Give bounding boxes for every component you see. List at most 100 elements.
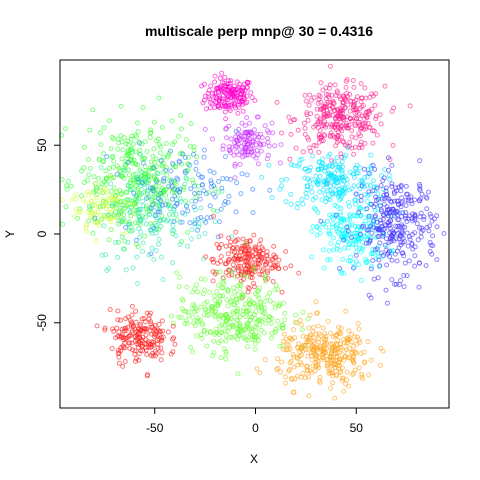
- data-point: [174, 270, 180, 276]
- data-point: [339, 181, 345, 187]
- data-point: [223, 243, 229, 249]
- data-point: [253, 303, 258, 309]
- data-point: [334, 90, 340, 96]
- data-point: [361, 223, 366, 229]
- data-point: [256, 241, 262, 247]
- data-point: [264, 294, 270, 300]
- data-point: [199, 335, 205, 341]
- data-point: [263, 253, 269, 259]
- data-point: [237, 323, 243, 328]
- data-point: [164, 172, 170, 178]
- data-point: [224, 321, 230, 327]
- data-point: [137, 234, 143, 240]
- data-point: [380, 212, 386, 218]
- data-point: [367, 235, 373, 241]
- data-point: [59, 197, 65, 203]
- data-point: [140, 198, 146, 204]
- data-point: [150, 153, 156, 159]
- data-point: [260, 310, 266, 316]
- data-point: [207, 203, 213, 209]
- data-point: [304, 334, 310, 340]
- data-point: [115, 254, 120, 260]
- data-point: [307, 312, 313, 318]
- data-point: [115, 308, 121, 314]
- data-point: [103, 252, 109, 258]
- data-point: [330, 334, 336, 340]
- data-point: [188, 236, 194, 242]
- data-point: [158, 158, 164, 164]
- data-point: [130, 141, 136, 147]
- data-point: [332, 108, 338, 114]
- data-point: [315, 210, 321, 215]
- data-point: [345, 102, 351, 108]
- data-point: [142, 185, 148, 191]
- data-point: [306, 393, 312, 399]
- data-point: [232, 161, 238, 167]
- data-point: [269, 120, 275, 126]
- data-point: [203, 254, 209, 260]
- data-point: [370, 178, 376, 184]
- data-point: [293, 145, 299, 151]
- data-point: [156, 241, 161, 247]
- data-point: [212, 79, 218, 85]
- data-point: [237, 263, 243, 269]
- data-point: [191, 151, 196, 157]
- data-point: [380, 253, 386, 258]
- data-point: [158, 223, 164, 229]
- data-point: [149, 344, 155, 350]
- data-point: [158, 335, 164, 341]
- data-point: [65, 178, 71, 184]
- data-point: [393, 223, 399, 229]
- data-point: [196, 234, 202, 240]
- data-point: [161, 178, 166, 184]
- data-point: [85, 209, 91, 215]
- data-point: [250, 264, 256, 270]
- data-point: [398, 201, 404, 207]
- data-point: [251, 256, 257, 262]
- data-point: [108, 227, 114, 233]
- data-point: [344, 341, 350, 346]
- data-point: [405, 191, 411, 197]
- data-point: [169, 179, 174, 185]
- point-cluster-12: [94, 303, 178, 379]
- data-point: [360, 376, 366, 382]
- data-point: [393, 281, 399, 287]
- data-point: [111, 158, 117, 164]
- data-point: [403, 203, 409, 208]
- data-point: [321, 178, 326, 184]
- data-point: [400, 250, 406, 256]
- data-point: [327, 99, 333, 105]
- data-point: [289, 377, 295, 382]
- data-point: [293, 319, 298, 325]
- data-point: [265, 135, 271, 141]
- data-point: [364, 232, 370, 238]
- data-point: [410, 218, 415, 224]
- data-point: [151, 146, 157, 152]
- data-point: [125, 182, 131, 188]
- data-point: [172, 139, 178, 145]
- data-point: [347, 91, 353, 97]
- data-point: [354, 94, 360, 100]
- data-point: [359, 246, 365, 252]
- data-point: [334, 88, 340, 94]
- data-point: [235, 318, 241, 324]
- data-point: [269, 335, 275, 341]
- data-point: [219, 70, 225, 76]
- data-point: [287, 156, 293, 162]
- data-point: [338, 268, 344, 274]
- data-point: [381, 175, 387, 181]
- data-point: [305, 337, 311, 343]
- data-point: [128, 208, 133, 214]
- data-point: [94, 323, 100, 329]
- data-point: [185, 321, 190, 326]
- data-point: [202, 301, 208, 306]
- data-point: [254, 366, 260, 372]
- data-point: [190, 177, 196, 183]
- data-point: [227, 144, 232, 150]
- data-point: [374, 132, 380, 138]
- data-point: [216, 282, 221, 288]
- data-point: [310, 153, 316, 159]
- data-point: [144, 195, 150, 201]
- data-point: [286, 342, 292, 348]
- data-point: [231, 285, 236, 291]
